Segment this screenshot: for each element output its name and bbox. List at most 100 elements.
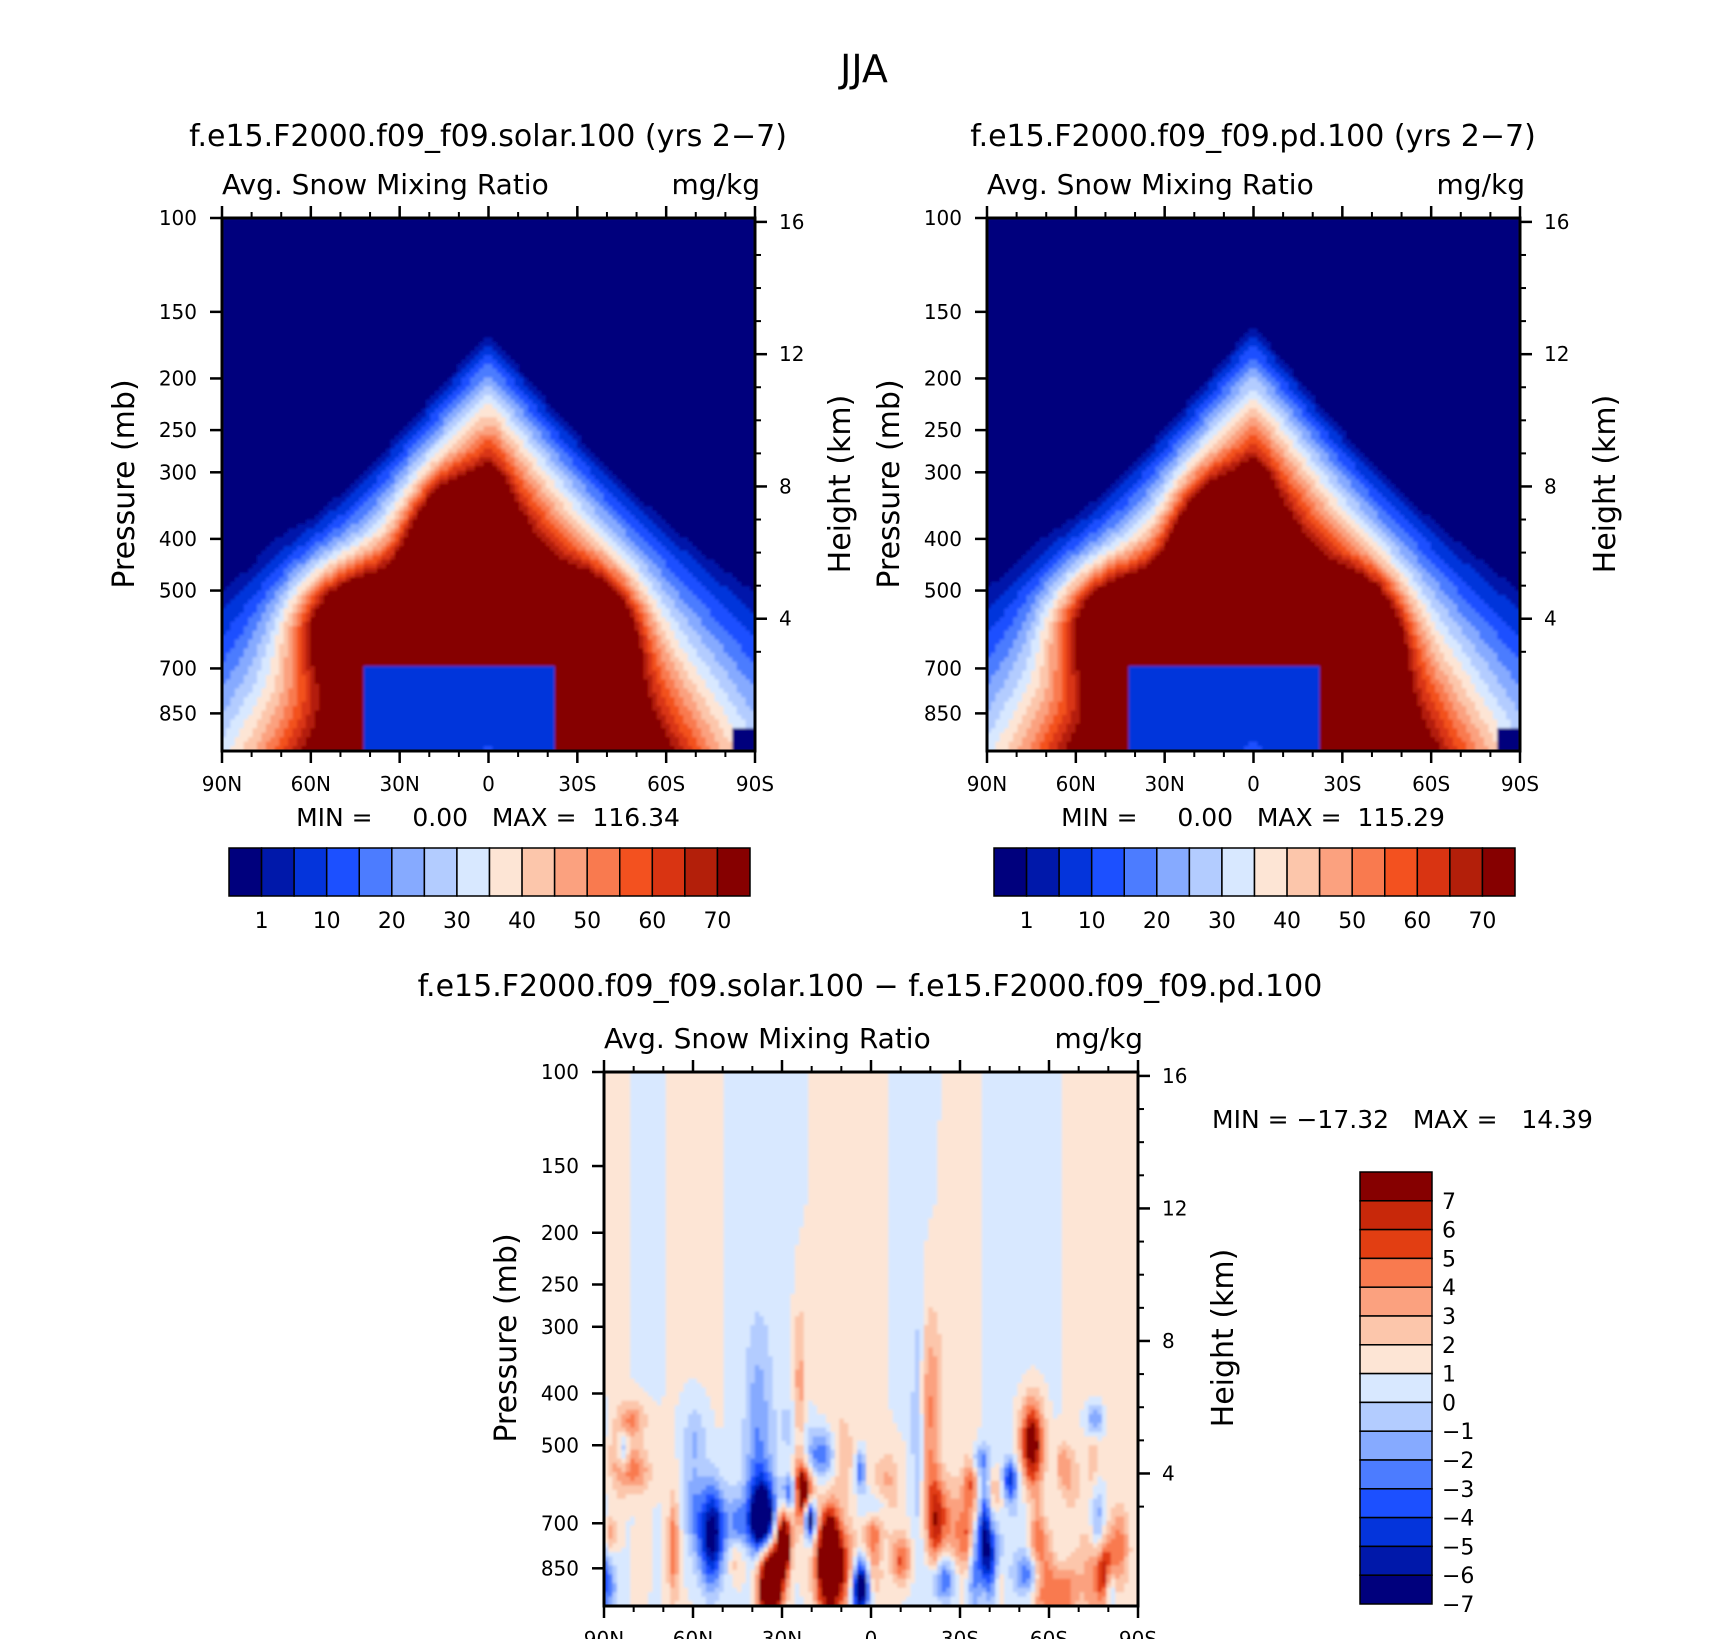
contour-cell [1168, 479, 1175, 485]
contour-cell [670, 626, 680, 632]
contour-cell [222, 328, 755, 334]
contour-cell [1173, 519, 1179, 525]
contour-cell [639, 555, 649, 561]
contour-cell [1155, 435, 1166, 441]
contour-cell [732, 612, 755, 619]
contour-cell [888, 1218, 930, 1224]
contour-cell [559, 457, 574, 463]
contour-cell [1177, 461, 1183, 468]
contour-cell [1328, 435, 1343, 441]
contour-cell [403, 510, 410, 517]
contour-cell [222, 674, 232, 681]
contour-cell [1008, 586, 1024, 592]
contour-cell [1026, 635, 1037, 641]
contour-cell [678, 577, 698, 583]
contour-cell [1337, 421, 1520, 428]
contour-cell [1053, 555, 1064, 561]
contour-cell [305, 714, 316, 721]
contour-cell [981, 1160, 1063, 1166]
contour-cell [1337, 430, 1348, 437]
contour-cell [265, 701, 281, 708]
contour-cell [1075, 599, 1081, 605]
contour-cell [1381, 586, 1388, 592]
contour-cell [723, 710, 738, 716]
contour-cell [1266, 452, 1272, 459]
contour-cell [270, 714, 285, 721]
contour-cell [421, 408, 427, 414]
contour-cell [1066, 670, 1072, 676]
colorbar-swatch [423, 847, 458, 897]
contour-cell [1213, 435, 1223, 441]
contour-cell [399, 506, 405, 512]
contour-cell [1443, 590, 1459, 597]
contour-cell [1093, 581, 1103, 588]
contour-cell [1443, 652, 1454, 659]
contour-cell [1404, 501, 1414, 508]
contour-cell [297, 723, 307, 730]
contour-cell [808, 1102, 890, 1109]
contour-cell [408, 470, 414, 477]
contour-cell [1319, 679, 1414, 685]
contour-cell [1208, 470, 1219, 477]
contour-cell [732, 590, 755, 597]
contour-cell [1292, 421, 1303, 428]
contour-cell [1408, 599, 1419, 605]
contour-cell [647, 683, 654, 690]
contour-cell [1284, 359, 1520, 366]
contour-cell [545, 470, 556, 477]
contour-cell [888, 1196, 939, 1202]
contour-cell [1235, 412, 1246, 419]
contour-cell [603, 577, 609, 583]
contour-cell [594, 475, 609, 481]
contour-cell [987, 510, 1081, 517]
contour-cell [222, 648, 232, 654]
contour-cell [1013, 732, 1028, 739]
contour-cell [279, 692, 290, 699]
plot-area [604, 1072, 1138, 1606]
contour-cell [1017, 679, 1032, 685]
contour-cell [501, 395, 512, 401]
colorbar-label: 50 [1338, 909, 1366, 934]
contour-cell [670, 692, 680, 699]
contour-cell [1448, 732, 1459, 739]
contour-cell [1119, 475, 1130, 481]
contour-cell [665, 577, 680, 583]
contour-cell [368, 510, 378, 517]
contour-cell [1515, 603, 1520, 610]
contour-cell [519, 364, 755, 370]
contour-cell [987, 648, 997, 654]
contour-cell [604, 1089, 632, 1095]
contour-cell [1066, 710, 1072, 716]
contour-cell [297, 666, 303, 672]
contour-cell [1412, 630, 1419, 637]
contour-cell [604, 1072, 632, 1077]
contour-cell [652, 595, 663, 601]
contour-cell [1337, 528, 1348, 534]
contour-cell [292, 626, 299, 632]
contour-cell [527, 501, 538, 508]
contour-cell [523, 475, 534, 481]
contour-cell [416, 484, 423, 490]
contour-cell [461, 435, 472, 441]
contour-cell [1150, 475, 1161, 481]
contour-cell [372, 461, 383, 468]
contour-cell [710, 706, 725, 712]
contour-cell [1057, 590, 1068, 597]
contour-cell [452, 408, 463, 414]
contour-cell [1097, 497, 1108, 503]
contour-cell [1381, 546, 1392, 552]
contour-cell [647, 679, 654, 685]
contour-cell [292, 559, 307, 565]
contour-cell [732, 732, 755, 739]
contour-cell [283, 546, 299, 552]
contour-cell [1275, 475, 1281, 481]
contour-cell [678, 728, 694, 734]
contour-cell [514, 488, 521, 494]
contour-cell [1213, 444, 1223, 450]
colorbar-swatch [1253, 847, 1288, 897]
contour-cell [514, 497, 521, 503]
contour-cell [394, 466, 405, 472]
axes: 90N 60N 30N 0 30S 60S 90S100150200250300400500… [159, 206, 804, 796]
contour-cell [1008, 741, 1024, 748]
contour-cell [1284, 452, 1294, 459]
